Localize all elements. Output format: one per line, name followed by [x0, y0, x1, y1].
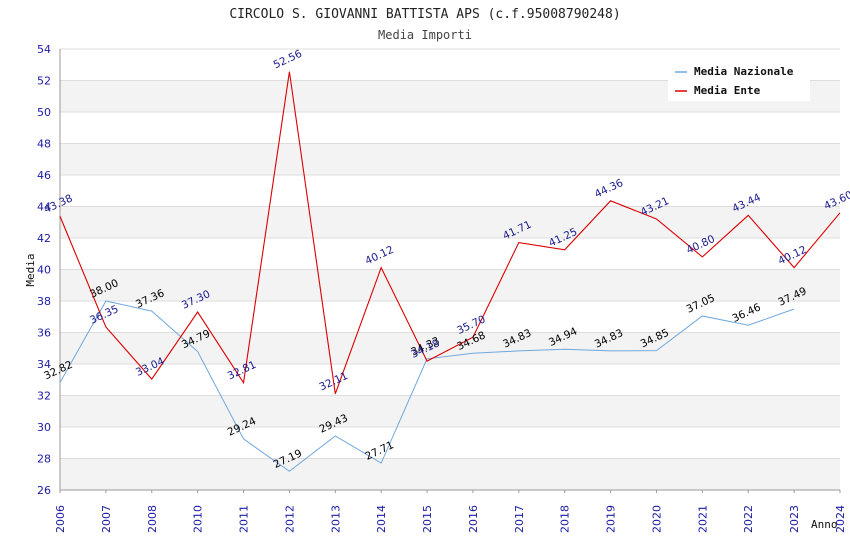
x-tick-label: 2012	[283, 505, 296, 533]
grid-band	[60, 332, 840, 364]
y-tick-label: 30	[37, 421, 51, 434]
y-tick-label: 42	[37, 232, 51, 245]
x-tick-label: 2018	[559, 505, 572, 533]
grid-band	[60, 143, 840, 175]
y-tick-label: 44	[37, 201, 51, 214]
x-tick-label: 2019	[605, 505, 618, 533]
x-tick-label: 2006	[54, 505, 67, 533]
grid-band	[60, 269, 840, 301]
y-tick-label: 40	[37, 264, 51, 277]
x-tick-label: 2010	[192, 505, 205, 533]
grid-band	[60, 395, 840, 427]
x-tick-label: 2022	[742, 505, 755, 533]
x-tick-label: 2013	[329, 505, 342, 533]
y-tick-label: 48	[37, 138, 51, 151]
legend-label-ente: Media Ente	[694, 84, 761, 97]
legend-label-nazionale: Media Nazionale	[694, 65, 794, 78]
x-tick-label: 2023	[788, 505, 801, 533]
grid-band	[60, 458, 840, 490]
y-tick-label: 28	[37, 453, 51, 466]
chart-subtitle: Media Importi	[378, 28, 472, 42]
x-tick-label: 2017	[513, 505, 526, 533]
y-tick-label: 52	[37, 75, 51, 88]
grid-band	[60, 112, 840, 144]
series-line-1	[59, 71, 841, 394]
x-tick-label: 2007	[100, 505, 113, 533]
y-tick-label: 26	[37, 484, 51, 497]
x-axis-ticks: 2006 2007 2008 2010 2011 2012 2013 2014 2015 2016…	[54, 490, 847, 533]
grid-band	[60, 427, 840, 459]
y-tick-label: 36	[37, 327, 51, 340]
grid-band	[60, 175, 840, 207]
y-tick-label: 34	[37, 358, 51, 371]
legend: Media Nazionale Media Ente	[668, 59, 810, 101]
y-tick-label: 38	[37, 295, 51, 308]
grid-band	[60, 364, 840, 396]
grid-band	[60, 238, 840, 270]
series-line-0	[59, 300, 795, 472]
y-tick-label: 50	[37, 106, 51, 119]
x-tick-label: 2015	[421, 505, 434, 533]
grid-band	[60, 206, 840, 238]
grid-bands	[60, 48, 840, 491]
x-tick-label: 2024	[834, 505, 847, 533]
y-tick-label: 54	[37, 43, 51, 56]
legend-box	[668, 59, 810, 101]
x-tick-label: 2021	[696, 505, 709, 533]
y-axis-label: Media	[24, 253, 37, 286]
x-tick-label: 2014	[375, 505, 388, 533]
x-tick-label: 2011	[238, 505, 251, 533]
chart-title: CIRCOLO S. GIOVANNI BATTISTA APS (c.f.95…	[229, 7, 620, 22]
x-axis-label: Anno	[811, 518, 838, 531]
series-lines	[59, 71, 841, 472]
x-tick-label: 2008	[146, 505, 159, 533]
y-axis-ticks: 26 28 30 32 34 36 38 40 42 44 46 48 50 52 54	[37, 43, 51, 497]
y-tick-label: 46	[37, 169, 51, 182]
grid-band	[60, 301, 840, 333]
x-tick-label: 2016	[467, 505, 480, 533]
x-tick-label: 2020	[650, 505, 663, 533]
y-tick-label: 32	[37, 390, 51, 403]
